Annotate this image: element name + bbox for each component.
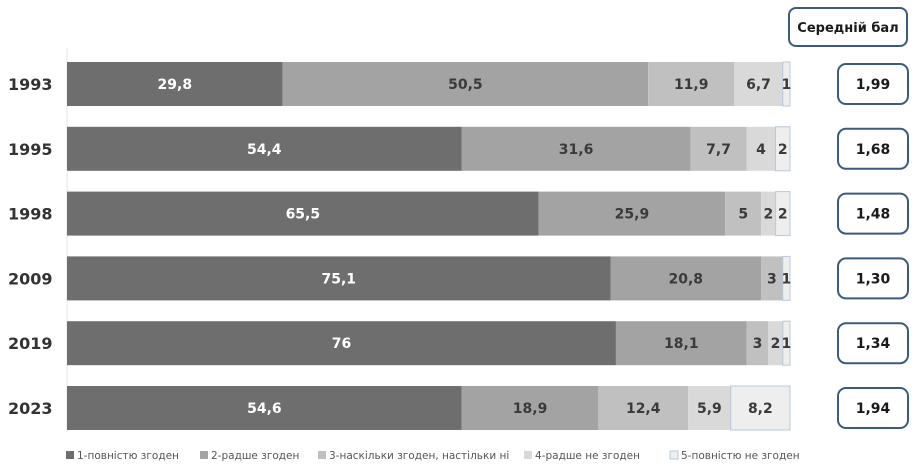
legend-label: 4-радше не згоден: [535, 450, 640, 462]
bar-segment: [775, 191, 791, 237]
legend-label: 5-повністю не згоден: [681, 450, 800, 462]
bar-segment: [734, 62, 783, 106]
data-label: 25,9: [615, 207, 650, 223]
data-label: 1: [782, 336, 792, 352]
average-score-header-box: [788, 7, 908, 47]
average-score-value: 1,99: [856, 77, 891, 93]
legend-label: 2-радше згоден: [211, 450, 299, 462]
data-label: 5,9: [697, 401, 722, 417]
data-label: 54,6: [247, 401, 282, 417]
data-label: 4: [756, 142, 766, 158]
data-label: 11,9: [674, 77, 709, 93]
legend-label: 1-повністю згоден: [77, 450, 179, 462]
bar-segment: [67, 62, 283, 106]
data-label: 6,7: [746, 77, 771, 93]
bar-segment: [725, 191, 762, 236]
average-score-header-text: Середній бал: [797, 21, 898, 36]
data-label: 3: [767, 271, 777, 287]
data-label: 8,2: [748, 401, 773, 417]
data-label: 2: [771, 336, 781, 352]
bar-segment: [782, 320, 791, 366]
legend-swatch: [66, 451, 74, 459]
average-score-header: Середній бал: [788, 7, 908, 47]
data-label: 50,5: [448, 77, 483, 93]
year-label: 2009: [8, 269, 53, 288]
bar-segment: [774, 126, 791, 172]
data-label: 18,1: [664, 336, 699, 352]
data-label: 2: [778, 207, 788, 223]
data-label: 54,4: [247, 142, 282, 158]
bar-segment: [67, 321, 616, 366]
legend-swatch: [669, 450, 679, 460]
bar-segment: [761, 256, 783, 301]
data-label: 75,1: [321, 271, 356, 287]
bar-segment: [648, 62, 735, 106]
legend: 1-повністю згоден 2-радше згоден 3-наскіль…: [66, 450, 800, 462]
average-score-box: [837, 322, 909, 365]
bar-segment: [610, 256, 762, 301]
average-score-value: 1,68: [856, 142, 891, 158]
legend-swatch: [200, 451, 208, 459]
bar-segment: [461, 126, 691, 171]
bar-segment: [282, 62, 649, 106]
year-label: 2019: [8, 334, 53, 353]
bar-segment: [67, 256, 611, 301]
data-label: 7,7: [706, 142, 731, 158]
average-score-box: [837, 192, 909, 235]
bar-segment: [690, 126, 747, 171]
data-label: 3: [753, 336, 763, 352]
average-score-box: [837, 63, 909, 105]
bar-segment: [615, 321, 747, 366]
year-label: 1993: [8, 75, 53, 94]
data-label: 18,9: [513, 401, 548, 417]
legend-swatch: [524, 451, 532, 459]
bar-segment: [538, 191, 726, 236]
data-label: 76: [332, 336, 351, 352]
average-score-value: 1,94: [856, 401, 891, 417]
data-label: 2: [764, 207, 774, 223]
data-label: 65,5: [286, 207, 321, 223]
data-label: 1: [782, 271, 792, 287]
data-label: 12,4: [626, 401, 661, 417]
data-label: 29,8: [158, 77, 193, 93]
average-score-value: 1,34: [856, 336, 891, 352]
average-score-box: [837, 257, 909, 300]
bar-segment: [761, 191, 776, 236]
year-label: 1998: [8, 205, 53, 224]
legend-swatch: [318, 451, 326, 459]
bar-segment: [67, 191, 539, 236]
bar-segment: [730, 385, 791, 431]
bar-segment: [461, 386, 599, 430]
bar-segment: [67, 386, 462, 430]
bar-segment: [768, 321, 783, 366]
average-score-box: [837, 127, 909, 170]
data-label: 31,6: [559, 142, 594, 158]
average-score-value: 1,48: [856, 207, 891, 223]
bar-segment: [67, 126, 462, 171]
bar-segment: [782, 255, 791, 301]
year-label: 1995: [8, 140, 53, 159]
data-label: 2: [778, 142, 788, 158]
legend-label: 3-наскільки згоден, настільки ні: [329, 450, 509, 462]
bar-segment: [782, 61, 791, 107]
data-label: 20,8: [669, 271, 704, 287]
data-label: 1: [782, 77, 792, 93]
bar-segment: [746, 321, 769, 366]
bar-segment: [688, 386, 731, 430]
average-score-box: [837, 387, 909, 429]
average-score-value: 1,30: [856, 271, 891, 287]
year-label: 2023: [8, 399, 53, 418]
bar-segment: [598, 386, 689, 430]
bar-segment: [746, 126, 776, 171]
data-label: 5: [738, 207, 748, 223]
